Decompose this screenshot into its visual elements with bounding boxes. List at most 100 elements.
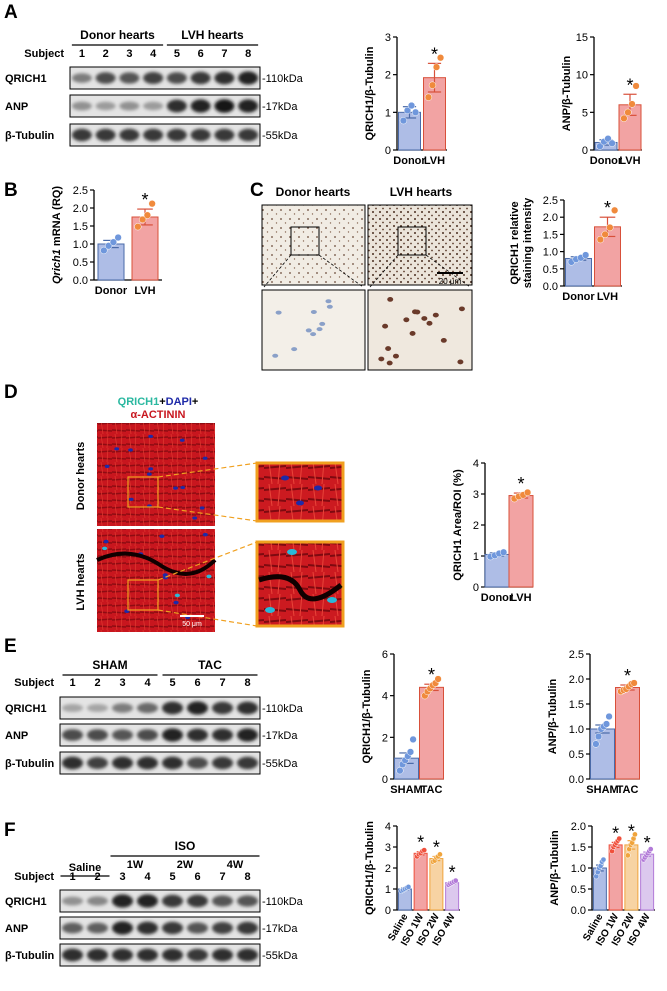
blot-subject-number: 5 xyxy=(169,677,175,689)
significance-marker: * xyxy=(141,190,148,210)
ihc-nucleus xyxy=(458,306,465,312)
if-roi-donor xyxy=(127,476,159,508)
data-point xyxy=(407,101,416,110)
y-tick-label: 1.5 xyxy=(571,842,586,854)
blot-band xyxy=(87,896,108,906)
data-point xyxy=(632,82,640,90)
blot-band xyxy=(187,728,208,742)
bar xyxy=(615,687,640,780)
if-nucleus xyxy=(146,472,152,476)
y-tick-label: 5 xyxy=(582,107,588,119)
y-tick-label: 2.5 xyxy=(543,195,558,207)
y-tick-label: 0 xyxy=(385,905,391,917)
blot-band xyxy=(119,72,140,84)
x-tick-label: LVH xyxy=(510,592,531,604)
y-tick-label: 1.0 xyxy=(543,247,558,259)
ihc-nucleus xyxy=(319,321,326,326)
blot-subgroup-label: 1W xyxy=(127,859,144,871)
y-tick-label: 2.5 xyxy=(569,649,584,661)
data-point xyxy=(403,106,412,115)
blot-strip xyxy=(69,66,261,90)
data-point xyxy=(452,877,459,884)
ihc-label-lvh: LVH hearts xyxy=(390,185,453,199)
blot-band xyxy=(143,101,164,111)
ihc-nucleus xyxy=(275,310,282,315)
blot-bands xyxy=(71,128,259,142)
y-tick-label: 0.5 xyxy=(543,264,558,276)
bar-chart-b-mrna: 0.0 0.5 1.0 1.5 2.0 2.5 Qrich1 mRNA (RQ) Donor *… xyxy=(51,185,162,297)
blot-marker-label: -110kDa xyxy=(262,73,304,85)
blot-subject-label: Subject xyxy=(14,677,54,689)
y-tick-label: 0.0 xyxy=(569,774,584,786)
if-nucleus xyxy=(202,532,208,537)
if-zoom-nuclei xyxy=(258,475,343,613)
blot-subgroup-label: 2W xyxy=(177,859,194,871)
data-point xyxy=(596,142,604,150)
if-nucleus xyxy=(104,464,110,468)
blot-bands xyxy=(71,99,259,113)
if-zoom-nucleus xyxy=(281,475,289,481)
blot-band xyxy=(237,728,258,742)
data-point xyxy=(601,230,609,239)
blot-band xyxy=(162,894,183,908)
data-point xyxy=(594,732,603,741)
blot-band xyxy=(87,704,108,712)
blot-strip xyxy=(69,94,261,118)
x-tick-label: Donor xyxy=(590,155,623,167)
blot-bands xyxy=(62,948,258,962)
blot-band xyxy=(137,921,158,935)
data-point xyxy=(620,114,628,123)
blot-band xyxy=(62,704,83,712)
ihc-nucleus xyxy=(409,331,416,336)
bar xyxy=(608,844,623,911)
data-point xyxy=(409,735,417,744)
panel-f: F Saline ISO 1W 2W 4W Subject 1 2 3 4 5 6 7 8 QRICH1 -1… xyxy=(4,820,655,967)
blot-band xyxy=(119,128,140,142)
blot-subject-number: 4 xyxy=(144,871,151,883)
ihc-nucleus xyxy=(316,327,323,332)
if-gap xyxy=(96,551,217,576)
blot-row-label: ANP xyxy=(5,101,28,113)
panel-letter-d: D xyxy=(4,382,18,403)
data-point xyxy=(434,675,442,683)
blot-band xyxy=(162,728,183,742)
if-nucleus xyxy=(173,486,178,490)
ihc-image-lvh xyxy=(367,204,473,286)
blot-band xyxy=(112,948,133,962)
ihc-nucleus xyxy=(403,317,410,323)
ihc-label-donor: Donor hearts xyxy=(276,185,351,199)
data-point xyxy=(624,852,631,859)
blot-band xyxy=(143,72,164,84)
x-tick-label: TAC xyxy=(421,784,443,796)
blot-marker-label: -110kDa xyxy=(262,896,304,908)
blot-band xyxy=(166,128,187,142)
blot-band xyxy=(87,757,108,769)
y-tick-label: 4 xyxy=(382,691,388,703)
western-blot-f: Saline ISO 1W 2W 4W Subject 1 2 3 4 5 6 7 8 QRICH1 -110… xyxy=(5,839,304,967)
panel-letter-f: F xyxy=(4,820,16,841)
ihc-nucleus xyxy=(326,304,333,309)
significance-marker: * xyxy=(517,474,524,494)
bar xyxy=(640,853,655,911)
y-tick-label: 2 xyxy=(382,732,388,744)
blot-subject-number: 5 xyxy=(174,48,180,60)
bar-chart-d-area: 0 1 2 3 4 QRICH1 Area/ROI (%) Donor * LVH xyxy=(452,458,534,604)
ihc-zoom-donor xyxy=(261,289,366,371)
if-nucleus xyxy=(159,534,165,539)
blot-marker-label: -55kDa xyxy=(262,758,298,770)
blot-marker-label: -55kDa xyxy=(262,130,298,142)
blot-subgroup-label: 4W xyxy=(227,859,244,871)
blot-row-label: β-Tubulin xyxy=(5,950,55,962)
data-point xyxy=(138,215,147,224)
y-axis-label: Qrich1 mRNA (RQ) xyxy=(51,186,63,284)
y-tick-label: 3 xyxy=(385,842,391,854)
blot-band xyxy=(112,756,133,770)
blot-bands xyxy=(62,701,258,715)
data-point xyxy=(100,246,108,255)
blot-subject-number: 8 xyxy=(245,48,251,60)
data-point xyxy=(396,767,404,775)
data-point xyxy=(605,712,613,721)
y-tick-label: 1.5 xyxy=(73,221,88,233)
blot-band xyxy=(87,948,108,962)
y-tick-label: 2.5 xyxy=(73,185,88,197)
